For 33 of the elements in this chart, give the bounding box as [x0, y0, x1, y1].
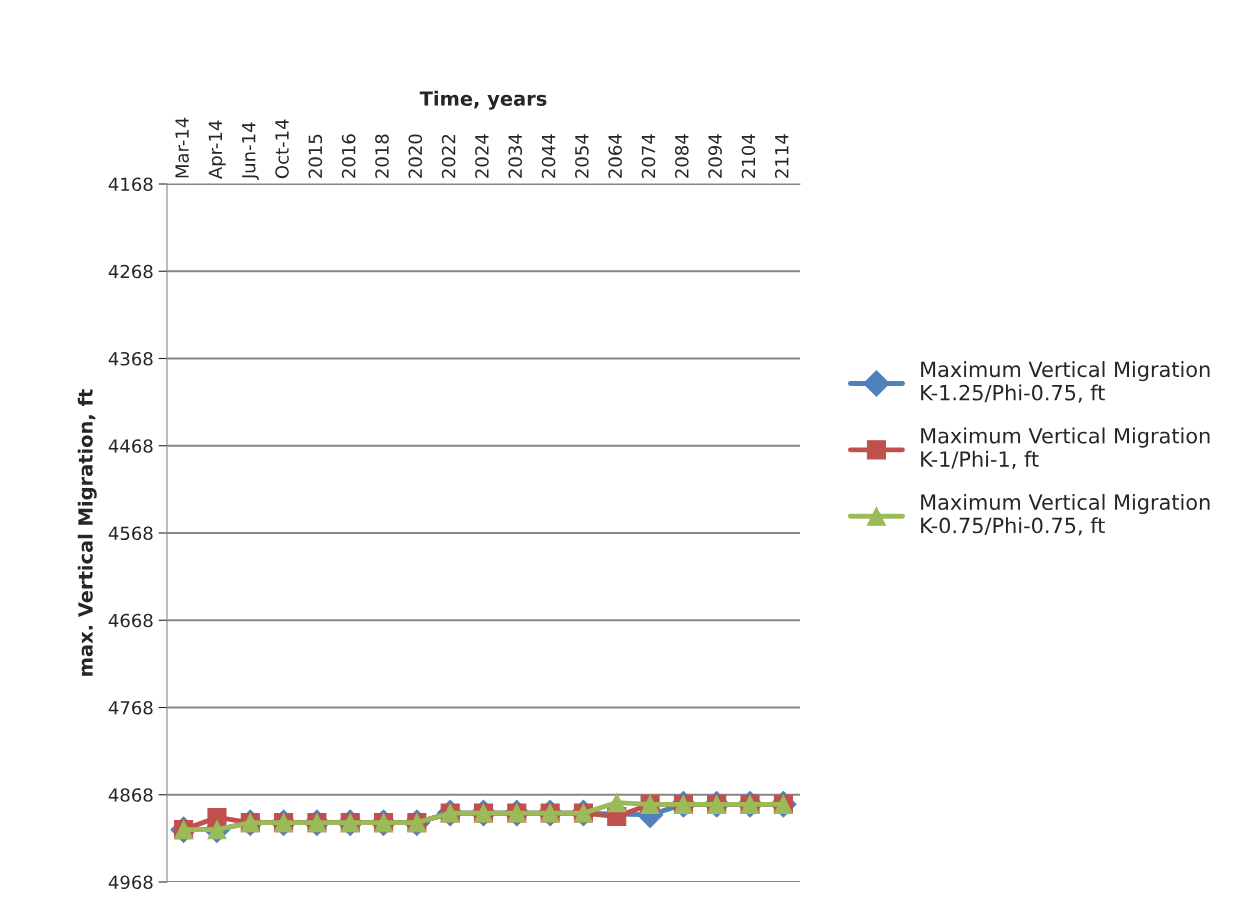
legend-label: Maximum Vertical Migration K-1/Phi-1, ft [921, 427, 1210, 470]
x-tick-label: 2114 [774, 134, 789, 178]
x-tick-label: Jun-14 [242, 122, 259, 181]
y-tick-label: 4568 [108, 526, 153, 541]
y-tick-label: 4668 [108, 613, 153, 628]
x-tick-label: Apr-14 [208, 120, 226, 179]
y-tick-label: 4468 [108, 439, 153, 453]
y-axis-title: max. Vertical Migration, ft [77, 389, 97, 676]
x-tick-label: 2024 [475, 134, 489, 178]
x-tick-label: 2016 [341, 134, 356, 178]
x-tick-label: 2074 [641, 134, 656, 178]
x-tick-label: 2044 [541, 134, 556, 178]
x-tick-label: Mar-14 [175, 117, 189, 178]
x-tick-label: 2034 [508, 134, 523, 178]
legend-label: Maximum Vertical Migration K-1.25/Phi-0.75, ft [921, 361, 1210, 403]
x-tick-label: 2084 [674, 134, 689, 178]
y-tick-label: 4868 [108, 788, 153, 802]
y-tick-label: 4768 [108, 700, 153, 715]
x-tick-label: 2104 [741, 134, 756, 178]
x-axis-title: Time, years [419, 90, 547, 110]
y-tick-label: 4168 [108, 177, 153, 192]
y-tick-label: 4268 [108, 264, 153, 279]
x-tick-label: 2064 [608, 134, 622, 178]
x-tick-label: 2054 [575, 134, 589, 178]
x-tick-label: 2018 [375, 134, 389, 178]
legend-label: Maximum Vertical Migration K-0.75/Phi-0.75, ft [921, 493, 1210, 536]
x-tick-label: 2022 [441, 135, 456, 178]
x-tick-label: 2094 [708, 134, 722, 178]
x-tick-label: 2020 [408, 134, 423, 178]
x-tick-label: Oct-14 [275, 119, 289, 179]
x-tick-label: 2015 [308, 134, 323, 178]
y-tick-label: 4968 [108, 875, 153, 890]
y-tick-label: 4368 [108, 351, 153, 366]
